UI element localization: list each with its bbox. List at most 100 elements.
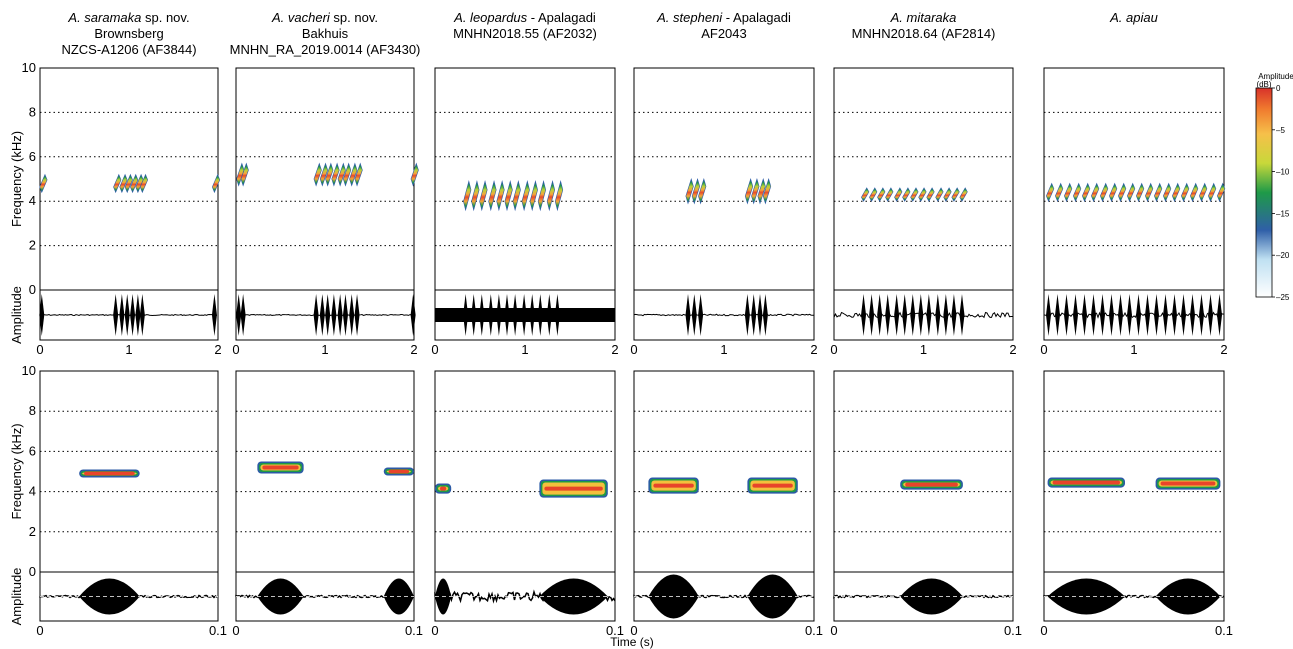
waveform-pulse	[1118, 294, 1123, 336]
panel-header: A. leopardus - Apalagadi MNHN2018.55 (AF2…	[405, 10, 645, 42]
x-tick-label: 1	[920, 342, 927, 357]
x-tick-label: 0	[36, 342, 43, 357]
spectrogram-frame	[633, 370, 815, 573]
colorbar-unit: (dB)	[1256, 80, 1271, 89]
x-tick-label: 1	[720, 342, 727, 357]
call-note	[488, 180, 497, 212]
specimen-line2: AF2043	[701, 26, 747, 41]
x-tick-label: 0.1	[606, 623, 624, 638]
waveform-pulse	[504, 294, 510, 336]
waveform-pulse	[331, 294, 337, 336]
waveform-pulse	[894, 294, 900, 336]
waveform-pulse	[959, 294, 965, 336]
specimen-line2: MNHN2018.55 (AF2032)	[453, 26, 597, 41]
colorbar-title: Amplitude	[1258, 72, 1293, 81]
call-note	[354, 162, 363, 187]
call-note	[691, 177, 701, 205]
waveform-baseline	[1043, 311, 1225, 319]
waveform-pulse	[935, 294, 941, 336]
note-peak	[262, 465, 299, 470]
note-peak	[84, 471, 135, 476]
call-note	[319, 162, 328, 187]
panel-0.1s: 0 0.1	[630, 370, 823, 638]
species-name: A. leopardus - Apalagadi	[405, 10, 645, 26]
call-note	[1109, 182, 1118, 202]
waveform-pulse	[1091, 294, 1096, 336]
species-name: A. mitaraka	[804, 10, 1044, 26]
x-tick-label: 2	[1220, 342, 1227, 357]
waveform-pulse	[130, 294, 136, 336]
waveform-pulse	[488, 294, 494, 336]
x-tick-label: 2	[214, 342, 221, 357]
call-note	[504, 180, 513, 212]
call-note	[240, 162, 249, 187]
call-note	[926, 187, 935, 202]
call-note	[869, 187, 878, 202]
call-note	[935, 187, 944, 202]
waveform-pulse	[1082, 294, 1087, 336]
note-peak	[1160, 481, 1216, 486]
species-name: A. stepheni - Apalagadi	[604, 10, 844, 26]
y-tick-label: 4	[29, 484, 36, 499]
panel-2s: 0 1 2	[232, 67, 419, 357]
waveform-pulse	[744, 294, 750, 336]
specimen-line2: Brownsberg	[94, 26, 164, 41]
spectrogram-frame	[833, 370, 1014, 573]
call-note	[959, 187, 968, 202]
call-note	[918, 187, 927, 202]
call-note	[521, 180, 530, 212]
waveform-pulse	[757, 294, 763, 336]
waveform-pulse	[1100, 294, 1105, 336]
call-note	[1172, 182, 1181, 202]
call-note	[410, 162, 419, 187]
call-note	[135, 173, 144, 194]
waveform-pulse	[124, 294, 130, 336]
species-italic: A. leopardus	[454, 10, 528, 25]
colorbar-tick-label: –25	[1276, 293, 1290, 302]
x-tick-label: 0	[830, 623, 837, 638]
waveform-pulse	[139, 294, 145, 336]
note-peak	[388, 469, 409, 474]
spectrogram-frame	[833, 67, 1014, 291]
call-note	[496, 180, 505, 212]
specimen-line2: MNHN2018.64 (AF2814)	[851, 26, 996, 41]
call-note	[1082, 182, 1091, 202]
call-note	[910, 187, 919, 202]
species-suffix: sp. nov.	[141, 10, 190, 25]
waveform-pulse	[135, 294, 141, 336]
y-tick-label: 10	[22, 363, 36, 378]
call-note	[861, 187, 870, 202]
y-tick-label: 2	[29, 238, 36, 253]
call-note	[554, 180, 564, 212]
waveform-pulse	[1217, 294, 1222, 336]
panel-0.1s: 0 0.1	[232, 370, 423, 638]
species-suffix: - Apalagadi	[527, 10, 596, 25]
waveform-pulse	[1064, 294, 1069, 336]
panel-2s: 0 1 2	[630, 67, 818, 357]
call-note	[139, 173, 149, 194]
y-tick-label: 6	[29, 149, 36, 164]
waveform-pulse	[211, 294, 217, 336]
call-note	[130, 173, 139, 194]
call-note	[1163, 182, 1172, 202]
waveform-pulse	[240, 294, 246, 336]
waveform-pulse	[910, 294, 916, 336]
call-note	[1091, 182, 1100, 202]
call-note	[1217, 182, 1226, 202]
call-note	[885, 187, 894, 202]
waveform-pulse	[410, 294, 416, 336]
waveform-baseline	[633, 313, 815, 317]
call-note	[1073, 182, 1082, 202]
waveform-pulse	[1109, 294, 1114, 336]
waveform-pulse	[337, 294, 343, 336]
call-note	[757, 177, 766, 205]
waveform-pulse	[1163, 294, 1168, 336]
waveform-pulse	[546, 294, 552, 336]
waveform-pulse	[885, 294, 891, 336]
panel-2s: 0 1 2	[431, 67, 619, 357]
x-tick-label: 0	[232, 342, 239, 357]
panel-0.1s: 0 0.1	[830, 370, 1022, 638]
waveform-pulse	[1154, 294, 1159, 336]
call-note	[1046, 182, 1055, 202]
